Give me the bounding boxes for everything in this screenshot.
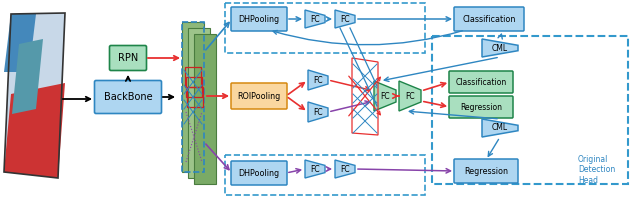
Polygon shape — [4, 13, 65, 178]
FancyBboxPatch shape — [454, 159, 518, 183]
Text: Classification: Classification — [462, 14, 516, 24]
Polygon shape — [335, 160, 355, 178]
Text: Original
Detection
Head: Original Detection Head — [578, 155, 615, 185]
Polygon shape — [305, 10, 325, 28]
Text: BackBone: BackBone — [104, 92, 152, 102]
FancyBboxPatch shape — [231, 161, 287, 185]
FancyBboxPatch shape — [449, 96, 513, 118]
Text: FC: FC — [313, 108, 323, 116]
Text: RPN: RPN — [118, 53, 138, 63]
Polygon shape — [305, 160, 325, 178]
Text: FC: FC — [310, 165, 320, 173]
Polygon shape — [308, 70, 328, 90]
Text: FC: FC — [340, 14, 350, 24]
Polygon shape — [482, 39, 518, 57]
Text: Regression: Regression — [460, 103, 502, 111]
Bar — [185, 67, 201, 87]
Text: Classification: Classification — [456, 77, 507, 87]
Polygon shape — [374, 81, 396, 111]
Bar — [187, 87, 203, 107]
Bar — [432, 36, 628, 184]
Text: ROIPooling: ROIPooling — [237, 91, 280, 101]
Polygon shape — [399, 81, 421, 111]
Polygon shape — [188, 28, 210, 178]
Polygon shape — [194, 34, 216, 184]
Text: DHPooling: DHPooling — [239, 14, 280, 24]
Polygon shape — [4, 83, 65, 178]
Polygon shape — [4, 14, 36, 72]
FancyBboxPatch shape — [231, 7, 287, 31]
Text: FC: FC — [340, 165, 350, 173]
Polygon shape — [335, 10, 355, 28]
Polygon shape — [308, 102, 328, 122]
Text: FC: FC — [310, 14, 320, 24]
Text: FC: FC — [405, 91, 415, 101]
Text: DHPooling: DHPooling — [239, 168, 280, 177]
FancyBboxPatch shape — [95, 81, 161, 113]
FancyBboxPatch shape — [449, 71, 513, 93]
Polygon shape — [182, 22, 204, 172]
Text: FC: FC — [380, 91, 390, 101]
FancyBboxPatch shape — [109, 46, 147, 70]
Text: CML: CML — [492, 124, 508, 132]
Text: Regression: Regression — [464, 167, 508, 175]
Text: FC: FC — [313, 75, 323, 85]
Text: CML: CML — [492, 44, 508, 52]
Polygon shape — [12, 39, 43, 114]
FancyBboxPatch shape — [231, 83, 287, 109]
Polygon shape — [482, 119, 518, 137]
Bar — [225, 3, 425, 53]
Bar — [186, 77, 202, 97]
Bar — [225, 155, 425, 195]
FancyBboxPatch shape — [454, 7, 524, 31]
